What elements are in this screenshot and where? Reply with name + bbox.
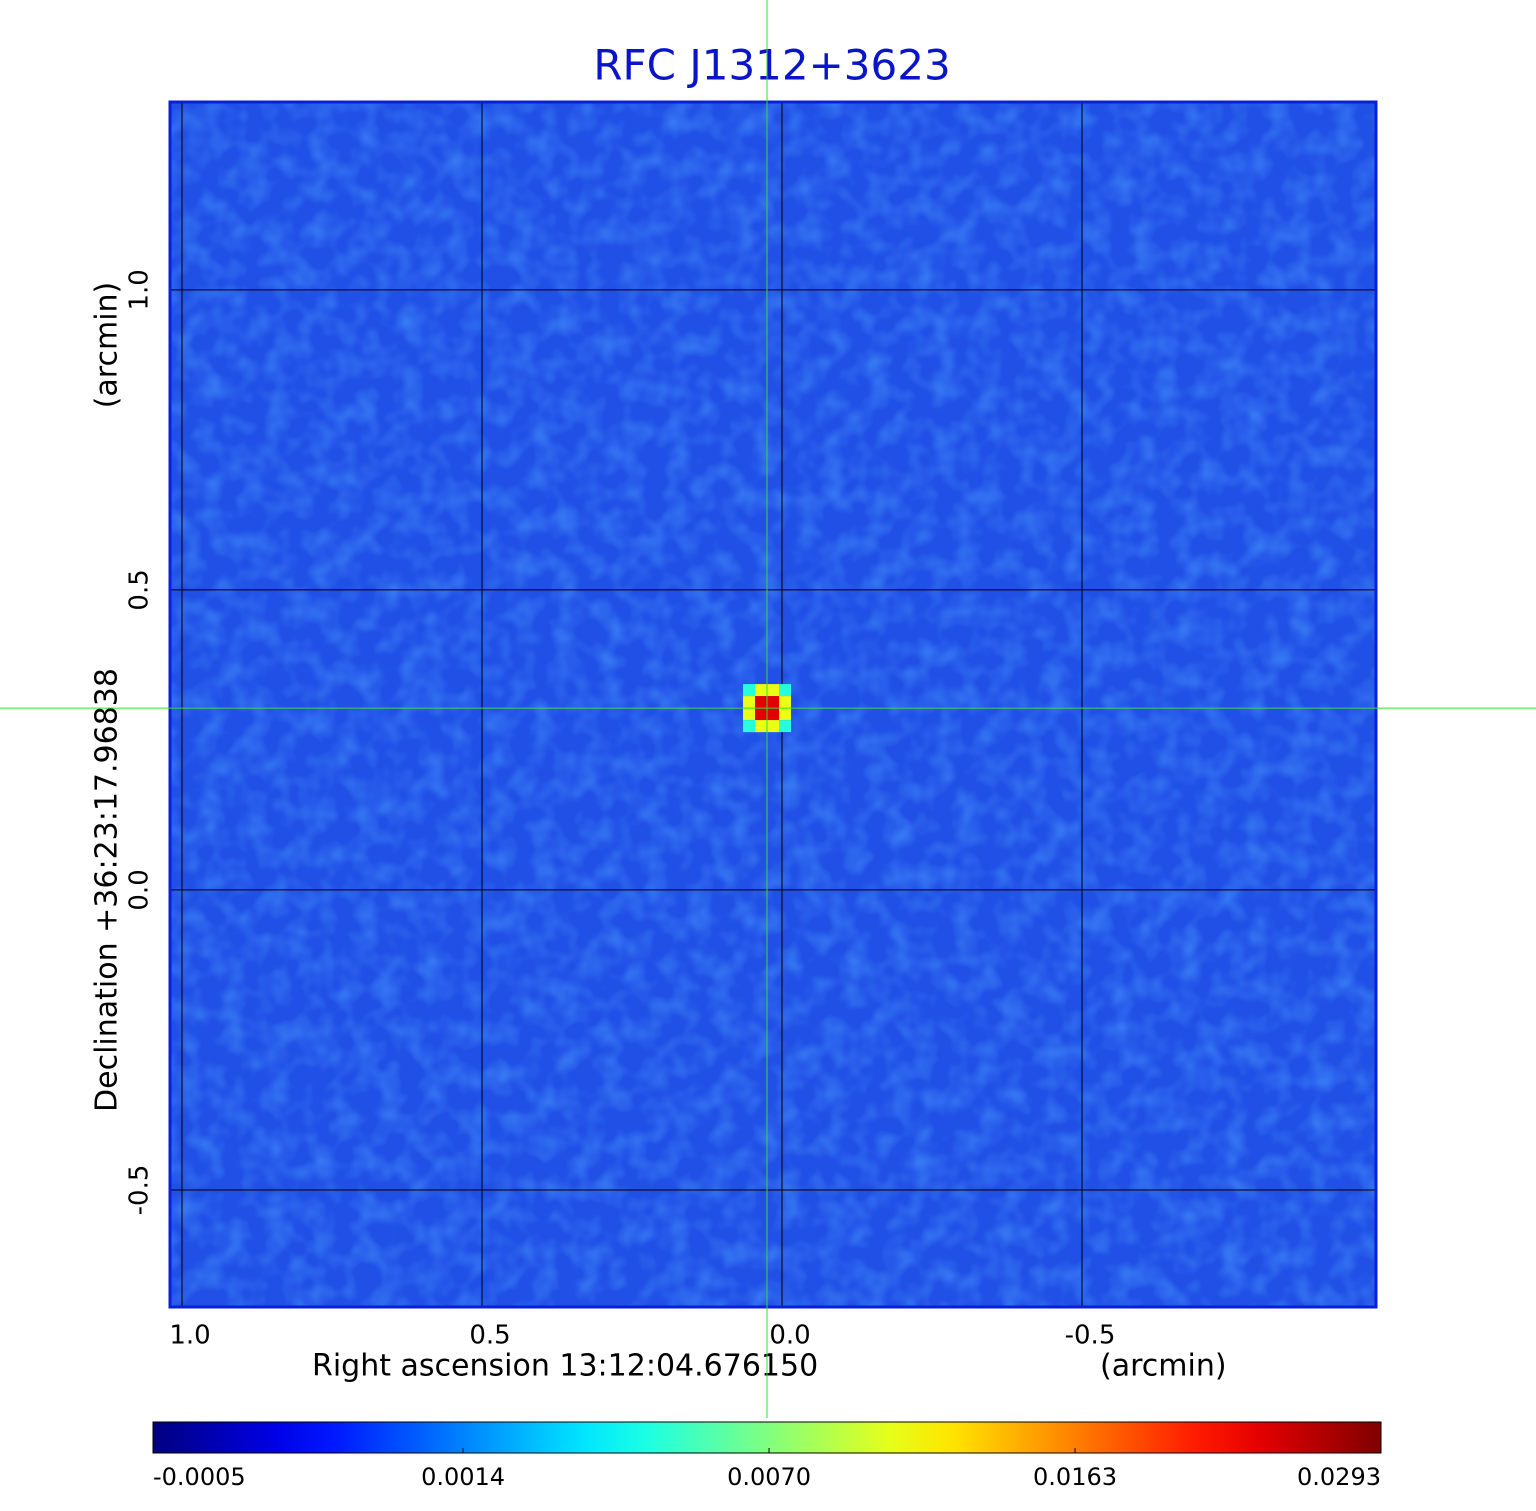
colorbar-tick-label: -0.0005 xyxy=(153,1463,246,1491)
plot-area xyxy=(170,102,1376,1307)
source-pixel xyxy=(743,720,755,733)
y-tick-label: 1.0 xyxy=(125,269,155,310)
y-axis-label: Declination +36:23:17.96838 xyxy=(90,668,125,1112)
source xyxy=(743,684,791,733)
source-pixel xyxy=(779,720,791,733)
source-pixel xyxy=(755,720,767,733)
source-pixel xyxy=(767,720,779,733)
x-tick-label: 0.5 xyxy=(469,1321,510,1351)
y-axis-unit: (arcmin) xyxy=(90,282,125,409)
source-pixel xyxy=(743,708,755,721)
y-tick-label: 0.5 xyxy=(125,569,155,610)
colorbar-tick-label: 0.0070 xyxy=(727,1463,811,1491)
source-pixel xyxy=(767,696,779,709)
y-tick-label: 0.0 xyxy=(125,869,155,910)
source-pixel xyxy=(767,684,779,697)
source-pixel xyxy=(755,684,767,697)
colorbar xyxy=(152,1421,1382,1454)
source-pixel xyxy=(779,708,791,721)
source-pixel xyxy=(743,696,755,709)
chart-title: RFC J1312+3623 xyxy=(593,41,950,90)
colorbar-tick-label: 0.0293 xyxy=(1297,1463,1381,1491)
plot-frame xyxy=(168,100,1378,1309)
source-pixel xyxy=(779,684,791,697)
colorbar-tick-label: 0.0014 xyxy=(421,1463,505,1491)
source-pixel xyxy=(755,696,767,709)
y-tick-label: -0.5 xyxy=(125,1165,155,1216)
x-tick-label: -0.5 xyxy=(1065,1321,1116,1351)
source-pixel xyxy=(755,708,767,721)
x-axis-label: Right ascension 13:12:04.676150 xyxy=(312,1349,818,1384)
source-pixel xyxy=(779,696,791,709)
x-tick-label: 0.0 xyxy=(769,1321,810,1351)
source-pixel xyxy=(743,684,755,697)
source-pixel xyxy=(767,708,779,721)
x-axis-unit: (arcmin) xyxy=(1100,1349,1227,1384)
colorbar-tick-label: 0.0163 xyxy=(1033,1463,1117,1491)
x-tick-label: 1.0 xyxy=(169,1321,210,1351)
